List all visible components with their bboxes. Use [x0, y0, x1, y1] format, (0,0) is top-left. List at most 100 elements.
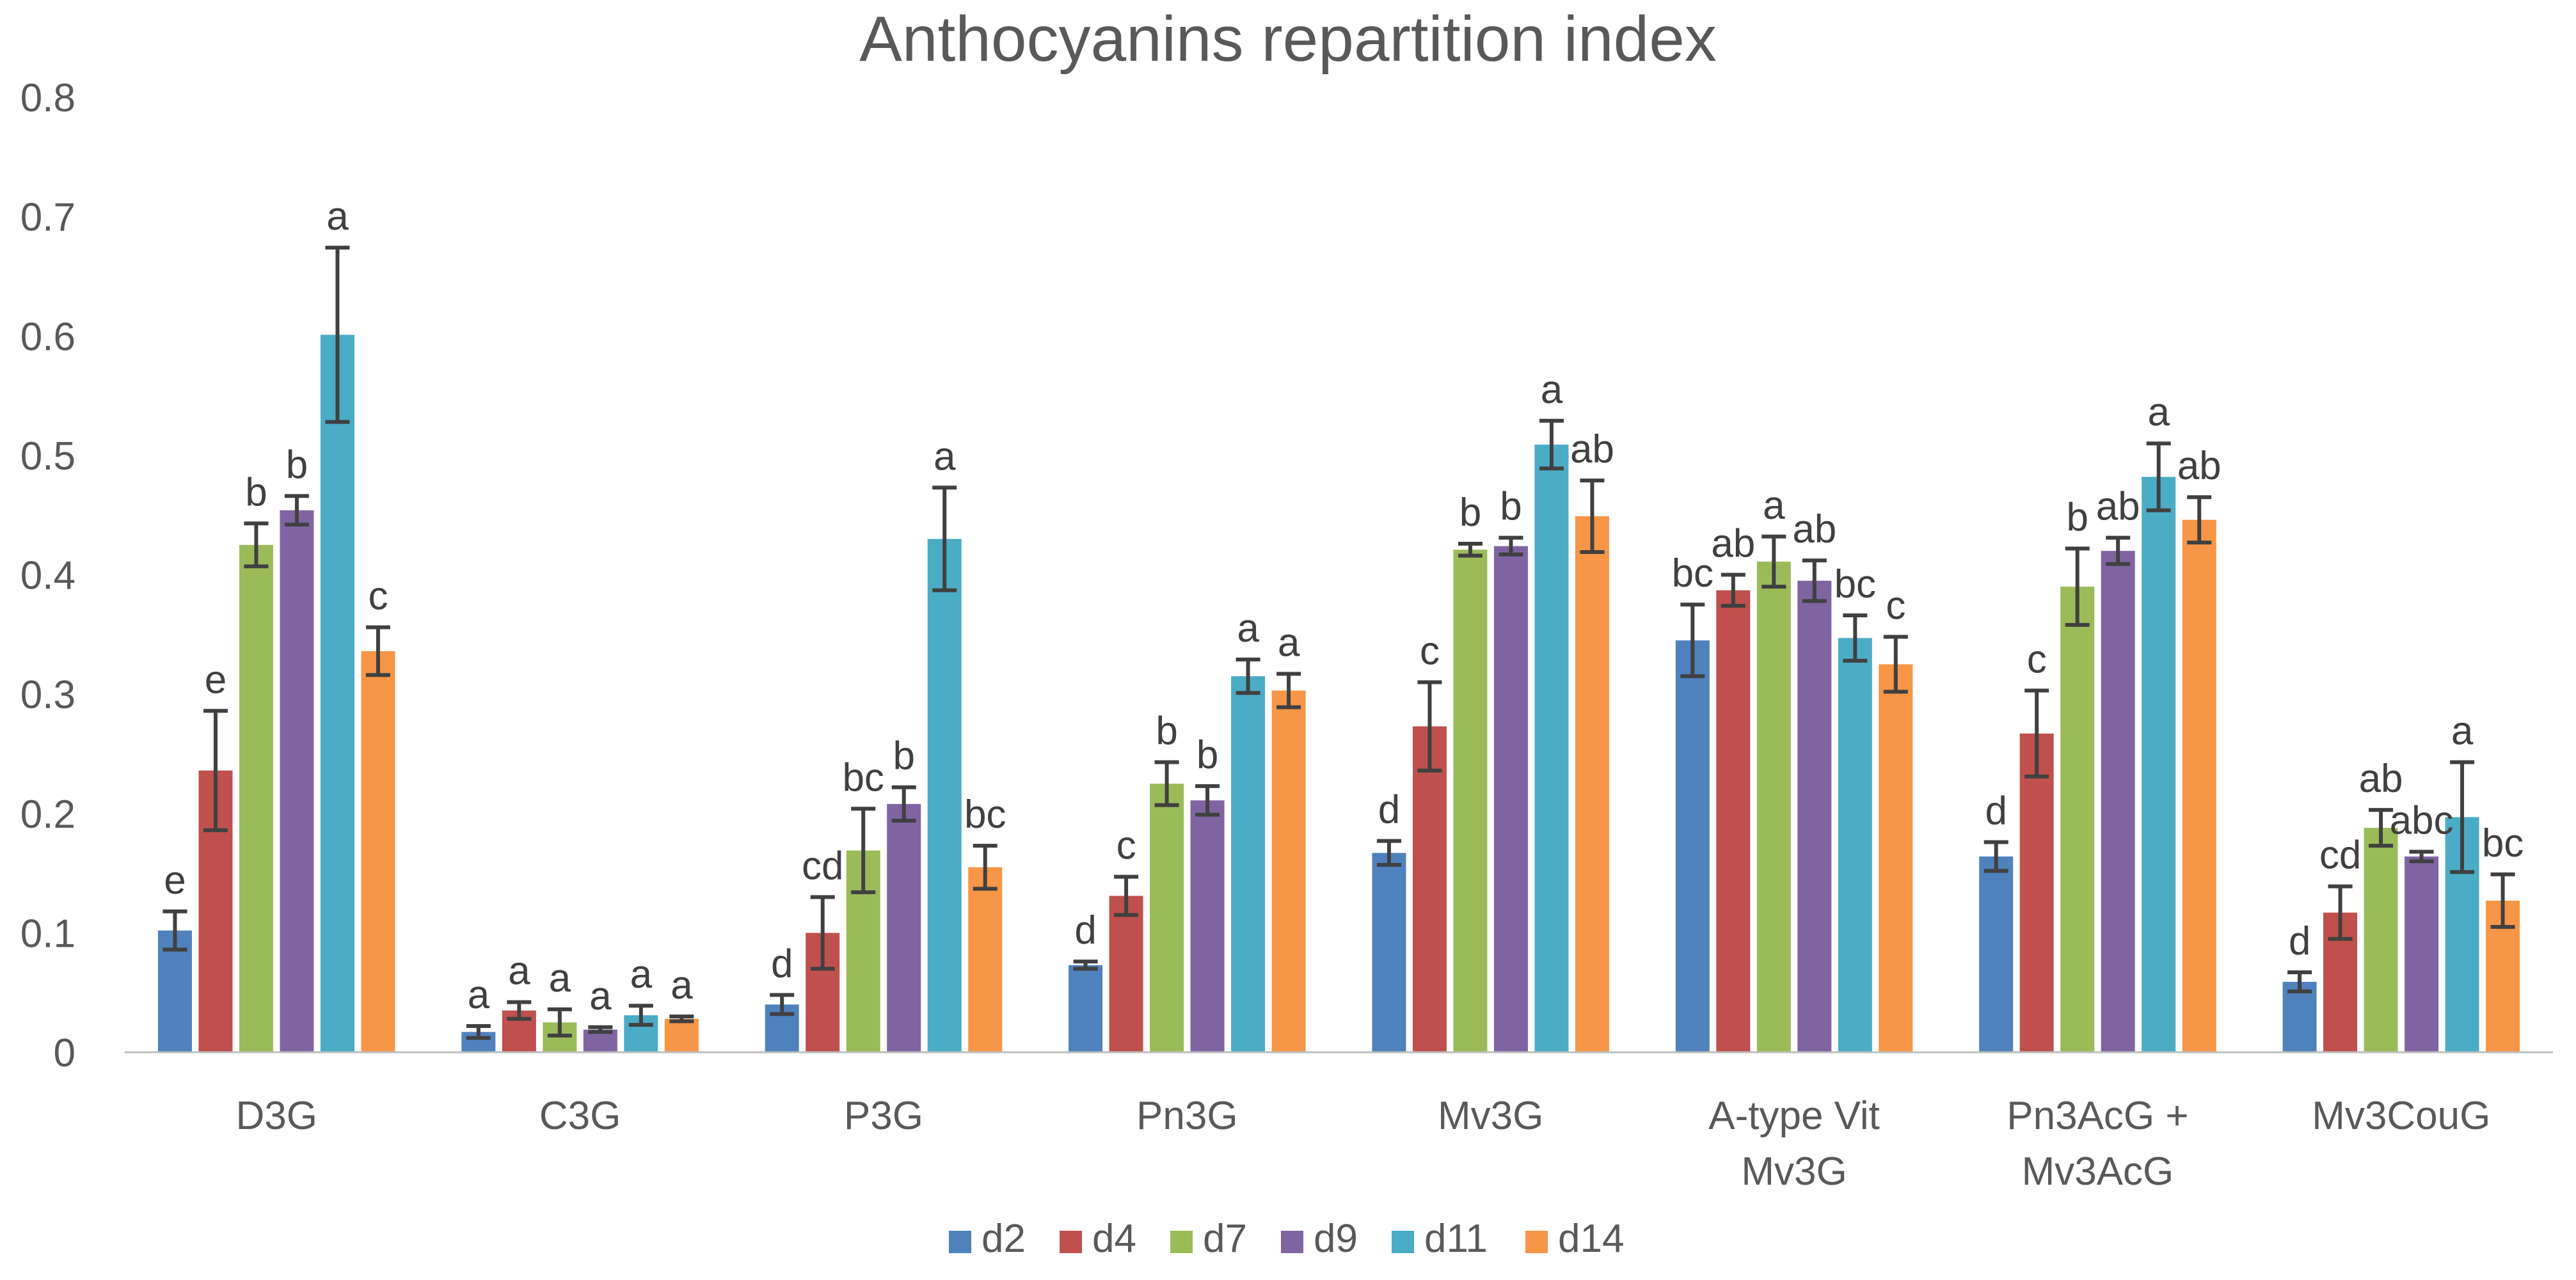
legend-label-d11: d11: [1424, 1217, 1488, 1261]
legend-label-d14: d14: [1558, 1217, 1624, 1261]
significance-letter: b: [1500, 485, 1522, 529]
legend-swatch-d4: [1060, 1231, 1082, 1253]
x-category-label-line: C3G: [539, 1094, 621, 1138]
bar-d14: [2182, 519, 2216, 1052]
legend-swatch-d9: [1281, 1231, 1303, 1253]
significance-letter: d: [1074, 908, 1096, 952]
bar-d7: [2364, 828, 2398, 1052]
significance-letter: abc: [2390, 798, 2454, 842]
y-tick-label: 0.8: [20, 76, 76, 120]
significance-letter: bc: [2482, 821, 2524, 865]
bar-d2: [1069, 965, 1103, 1052]
significance-letter: e: [205, 658, 227, 702]
x-category-label: C3G: [539, 1094, 621, 1138]
significance-letter: c: [1886, 584, 1905, 628]
significance-letter: c: [1420, 629, 1440, 673]
bar-d7: [1150, 784, 1184, 1052]
y-tick-label: 0.2: [20, 793, 76, 837]
significance-letter: bc: [1672, 551, 1713, 596]
bar-d14: [968, 867, 1003, 1052]
legend: d2 d4 d7 d9 d11 d14: [949, 1217, 1624, 1261]
y-axis-ticks: 0 0.1 0.2 0.3 0.4 0.5 0.6 0.7 0.8: [20, 76, 76, 1075]
significance-letter: e: [164, 858, 186, 903]
x-category-label-line: Pn3G: [1136, 1094, 1238, 1138]
y-tick-label: 0.1: [20, 912, 76, 956]
bar-d2: [1979, 856, 2014, 1052]
bar-d9: [1493, 546, 1528, 1052]
bar-d9: [280, 510, 314, 1052]
significance-letter: a: [1237, 606, 1259, 651]
significance-letter: bc: [964, 793, 1006, 837]
significance-letter: b: [1197, 733, 1218, 777]
legend-label-d4: d4: [1092, 1217, 1136, 1261]
x-category-label: D3G: [235, 1094, 317, 1138]
bar-d9: [2101, 551, 2135, 1052]
significance-letter: d: [1985, 789, 2007, 834]
significance-letter: b: [1459, 491, 1481, 535]
significance-letter: a: [2451, 709, 2474, 754]
significance-letter: a: [671, 963, 693, 1007]
significance-letter: b: [1156, 709, 1177, 754]
bar-d2: [1675, 640, 1710, 1052]
y-tick-label: 0: [54, 1031, 76, 1075]
bar-d9: [887, 803, 921, 1052]
x-category-label: Mv3G: [1438, 1094, 1543, 1138]
significance-letter: c: [2027, 638, 2047, 682]
bar-d4: [1412, 726, 1447, 1052]
bar-d14: [664, 1018, 699, 1052]
bar-d14: [1879, 664, 1913, 1052]
significance-letter: ab: [1792, 507, 1836, 551]
x-category-label: Pn3G: [1136, 1094, 1238, 1138]
significance-letter: b: [893, 734, 914, 778]
y-tick-label: 0.3: [20, 673, 76, 717]
bar-d7: [239, 544, 273, 1052]
bar-d2: [1372, 853, 1406, 1052]
bar-d14: [1271, 690, 1306, 1052]
x-category-label: P3G: [844, 1094, 923, 1138]
chart-title: Anthocyanins repartition index: [859, 3, 1717, 75]
x-category-label-line: A-type Vit: [1708, 1094, 1880, 1138]
bar-d11: [1534, 445, 1569, 1052]
significance-letter: c: [1117, 824, 1136, 868]
error-bars-group: [163, 246, 2515, 1040]
x-category-label-line: P3G: [844, 1094, 923, 1138]
x-category-label-line: Pn3AcG +: [2007, 1094, 2188, 1138]
x-category-label-line: D3G: [235, 1094, 317, 1138]
significance-letter: d: [771, 942, 793, 986]
significance-letter: a: [468, 973, 490, 1017]
bar-d7: [1756, 561, 1791, 1052]
legend-swatch-d7: [1170, 1231, 1193, 1253]
significance-letter: bc: [1834, 562, 1876, 606]
y-tick-label: 0.4: [20, 554, 76, 598]
significance-letter: a: [2147, 390, 2170, 434]
bars-group: [157, 335, 2520, 1052]
significance-letter: a: [508, 949, 530, 993]
significance-letter: cd: [2319, 834, 2361, 878]
legend-swatch-d2: [949, 1231, 971, 1253]
legend-swatch-d14: [1525, 1231, 1548, 1253]
bar-d2: [2282, 981, 2317, 1052]
significance-letter: a: [630, 952, 653, 997]
bar-d4: [2019, 733, 2054, 1052]
y-tick-label: 0.7: [20, 196, 76, 240]
significance-letter: ab: [2177, 444, 2222, 488]
x-category-label-line: Mv3CouG: [2312, 1094, 2490, 1138]
significance-letter: a: [549, 956, 571, 1000]
significance-letter: d: [1378, 788, 1400, 832]
significance-letter: a: [589, 974, 612, 1018]
x-category-label: A-type Vit Mv3G: [1708, 1094, 1880, 1194]
x-axis-labels: D3G C3G P3G Pn3G Mv3G A-type Vit Mv3G Pn3AcG + M…: [235, 1094, 2490, 1194]
significance-letter: ab: [1711, 522, 1755, 566]
significance-letter: b: [2066, 495, 2088, 539]
legend-label-d2: d2: [982, 1217, 1026, 1261]
x-category-label-line: Mv3AcG: [2022, 1150, 2174, 1194]
significance-letter: bc: [842, 755, 884, 800]
legend-swatch-d11: [1392, 1231, 1414, 1253]
bar-d14: [361, 651, 395, 1052]
bar-d11: [320, 335, 354, 1052]
bar-d4: [1109, 896, 1143, 1052]
bar-d7: [1453, 549, 1488, 1052]
x-category-label-line: Mv3G: [1741, 1150, 1847, 1194]
